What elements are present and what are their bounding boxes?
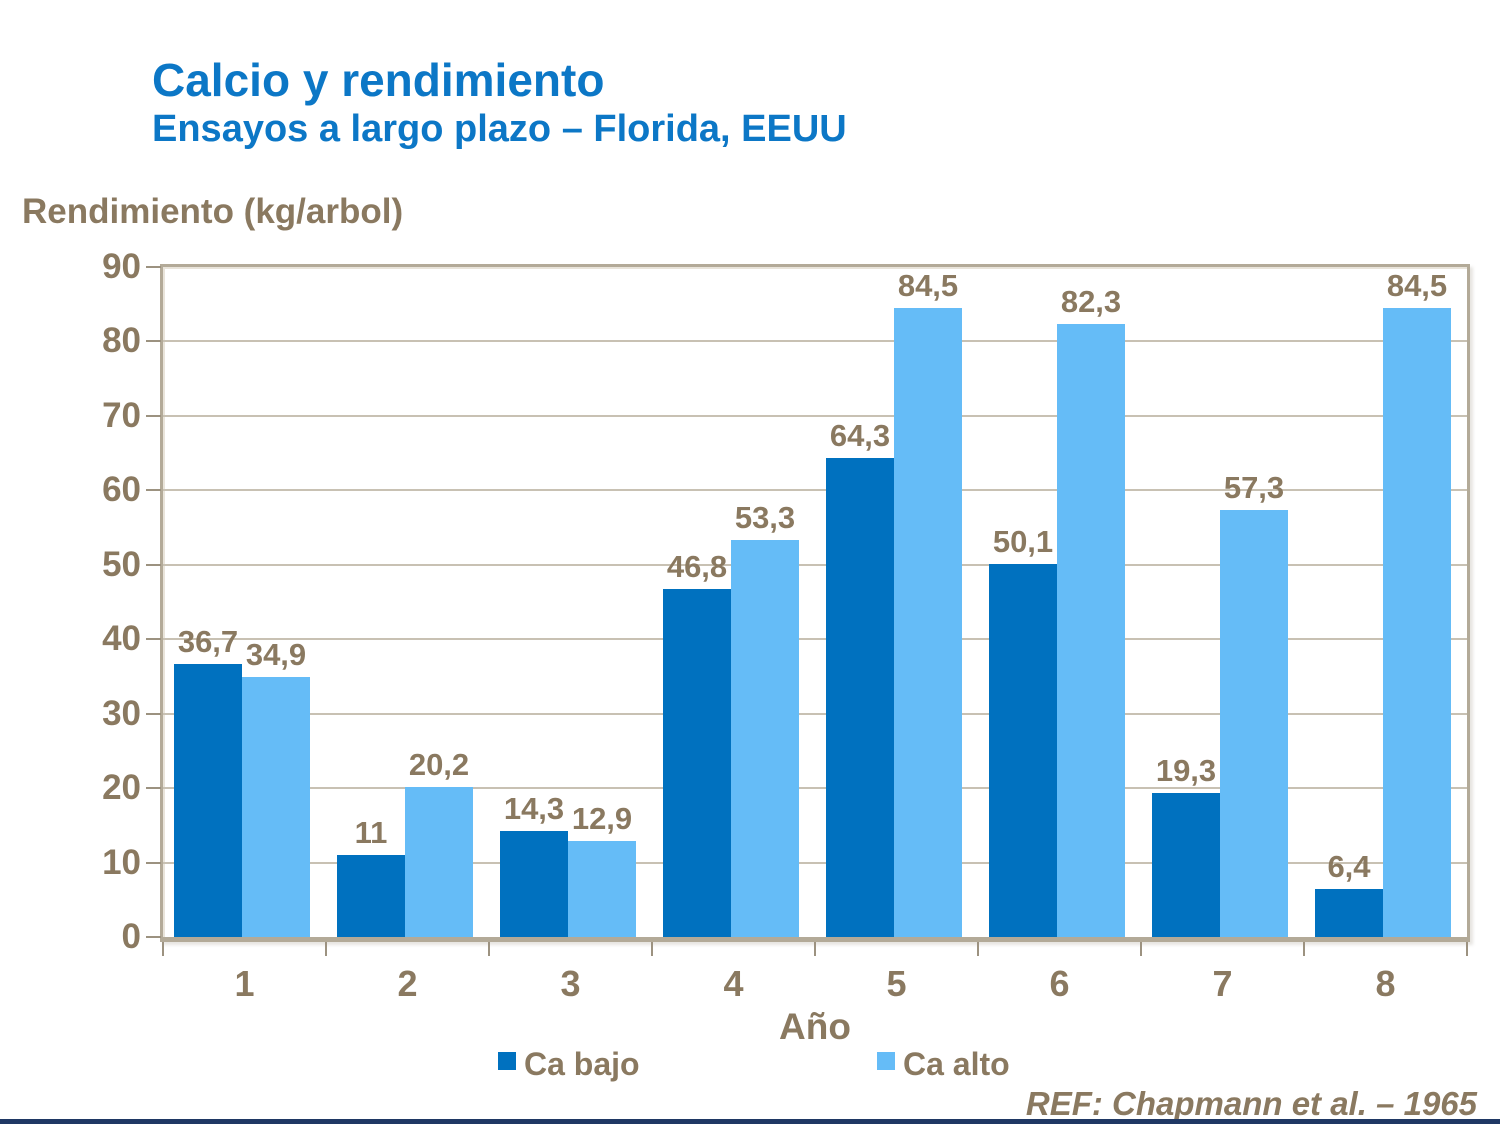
x-axis-tick <box>651 942 653 956</box>
y-axis-tick <box>146 936 161 938</box>
legend-swatch-ca-alto <box>877 1052 895 1070</box>
bar-value-label: 14,3 <box>503 790 565 826</box>
plot-inner: 36,7 11 14,3 46,8 64,3 50,1 19,3 6,4 34,9 20,2 12,… <box>163 267 1467 937</box>
bar-value-label: 12,9 <box>571 800 633 836</box>
bar-ca-bajo-year-7 <box>1152 793 1220 937</box>
gridline <box>163 340 1467 343</box>
bar-ca-alto-year-2 <box>405 786 473 937</box>
bar-value-label: 84,5 <box>1386 267 1448 303</box>
y-tick-label: 20 <box>102 768 141 808</box>
y-tick-label: 30 <box>102 693 141 733</box>
y-axis-tick <box>146 489 161 492</box>
gridline <box>163 563 1467 566</box>
x-axis-tick <box>162 942 164 956</box>
x-tick-label: 8 <box>1375 963 1396 1004</box>
x-tick-label: 7 <box>1212 963 1233 1004</box>
legend-swatch-ca-bajo <box>498 1052 516 1070</box>
bar-ca-bajo-year-8 <box>1315 889 1383 937</box>
bar-value-label: 84,5 <box>897 267 959 303</box>
slide-subtitle: Ensayos a largo plazo – Florida, EEUU <box>152 108 847 150</box>
y-axis-title: Rendimiento (kg/arbol) <box>22 192 404 231</box>
x-axis-title: Año <box>779 1006 851 1047</box>
x-tick-label: 2 <box>397 963 418 1004</box>
x-axis-tick <box>325 942 327 956</box>
y-axis-tick <box>146 414 161 417</box>
gridline <box>163 712 1467 715</box>
bar-value-label: 6,4 <box>1327 849 1371 885</box>
gridline <box>163 861 1467 864</box>
y-tick-label: 0 <box>121 917 141 956</box>
gridline <box>163 489 1467 492</box>
bar-value-label: 50,1 <box>992 524 1054 560</box>
legend-label-ca-alto: Ca alto <box>903 1046 1010 1082</box>
bar-value-label: 11 <box>354 815 388 851</box>
y-tick-label: 40 <box>102 619 141 659</box>
bar-value-label: 19,3 <box>1155 753 1217 789</box>
bar-value-label: 57,3 <box>1223 470 1285 506</box>
bar-ca-alto-year-1 <box>242 677 310 937</box>
gridline <box>163 787 1467 790</box>
y-axis-tick <box>146 563 161 566</box>
x-axis-tick <box>977 942 979 956</box>
x-tick-label: 5 <box>886 963 907 1004</box>
x-axis-tick <box>1466 942 1468 956</box>
bar-ca-bajo-year-2 <box>337 855 405 937</box>
y-tick-label: 80 <box>102 321 141 361</box>
bar-value-label: 34,9 <box>245 637 307 673</box>
x-axis-tick <box>1303 942 1305 956</box>
bar-ca-alto-year-6 <box>1057 324 1125 937</box>
bar-value-label: 53,3 <box>734 500 796 536</box>
y-tick-label: 90 <box>102 247 141 286</box>
slide-title: Calcio y rendimiento <box>152 54 605 106</box>
x-tick-label: 6 <box>1049 963 1070 1004</box>
y-axis-tick <box>146 861 161 864</box>
bar-ca-alto-year-8 <box>1383 307 1451 937</box>
reference-citation: REF: Chapmann et al. – 1965 <box>1025 1085 1477 1122</box>
x-axis-tick <box>1140 942 1142 956</box>
bar-value-label: 46,8 <box>666 548 728 584</box>
bar-ca-bajo-year-4 <box>663 588 731 937</box>
y-axis-tick <box>146 787 161 790</box>
y-tick-label: 10 <box>102 842 141 882</box>
bar-ca-alto-year-4 <box>731 540 799 937</box>
bar-value-label: 20,2 <box>408 746 470 782</box>
x-tick-label: 1 <box>234 963 255 1004</box>
bar-ca-alto-year-5 <box>894 307 962 937</box>
gridline <box>163 414 1467 417</box>
bar-ca-alto-year-3 <box>568 840 636 937</box>
bottom-accent-bar <box>0 1119 1500 1124</box>
y-axis-tick <box>146 638 161 641</box>
bar-ca-bajo-year-1 <box>174 663 242 937</box>
y-axis-tick <box>146 266 161 268</box>
x-axis-tick <box>488 942 490 956</box>
bar-ca-bajo-year-3 <box>500 830 568 937</box>
gridline <box>163 638 1467 641</box>
bar-value-label: 36,7 <box>177 623 239 659</box>
bar-ca-bajo-year-5 <box>826 458 894 937</box>
y-tick-label: 70 <box>102 395 141 435</box>
y-axis-tick <box>146 712 161 715</box>
bar-value-label: 64,3 <box>829 418 891 454</box>
chart-plot-area: 36,7 11 14,3 46,8 64,3 50,1 19,3 6,4 34,9 20,2 12,… <box>160 264 1470 942</box>
x-tick-label: 3 <box>560 963 581 1004</box>
legend-label-ca-bajo: Ca bajo <box>524 1046 640 1082</box>
x-axis-tick <box>814 942 816 956</box>
bar-ca-bajo-year-6 <box>989 564 1057 937</box>
x-tick-label: 4 <box>723 963 744 1004</box>
bar-value-label: 82,3 <box>1060 284 1122 320</box>
y-tick-label: 50 <box>102 544 141 584</box>
bar-ca-alto-year-7 <box>1220 510 1288 937</box>
y-axis-tick <box>146 340 161 343</box>
y-tick-label: 60 <box>102 470 141 510</box>
